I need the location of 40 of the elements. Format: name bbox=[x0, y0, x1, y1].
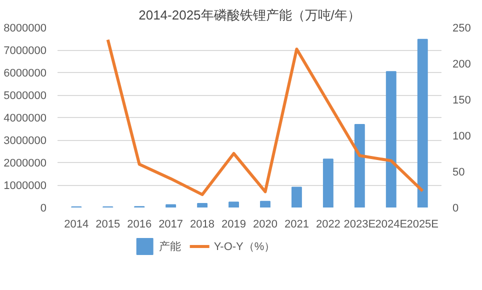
y2-tick-label: 0 bbox=[452, 202, 459, 214]
y-tick-label: 2000000 bbox=[4, 158, 47, 170]
bar bbox=[354, 124, 365, 208]
bar bbox=[197, 202, 208, 208]
bar bbox=[417, 38, 428, 208]
x-tick-label: 2015 bbox=[96, 218, 120, 230]
y2-tick-label: 200 bbox=[452, 58, 471, 70]
x-tick-label: 2014 bbox=[64, 218, 89, 230]
y-tick-label: 1000000 bbox=[4, 180, 47, 192]
x-tick-label: 2017 bbox=[158, 218, 184, 230]
y-tick-label: 3000000 bbox=[4, 135, 47, 147]
bar bbox=[260, 200, 270, 208]
bar bbox=[386, 71, 396, 208]
y2-tick-label: 250 bbox=[452, 22, 471, 34]
y2-tick-label: 150 bbox=[452, 94, 471, 106]
legend-label: Y-O-Y（%） bbox=[214, 240, 276, 254]
bar bbox=[322, 158, 334, 208]
x-tick-label: 2024E bbox=[375, 218, 408, 230]
legend-label: 产能 bbox=[158, 240, 181, 254]
x-tick-label: 2019 bbox=[222, 218, 246, 230]
x-tick-label: 2018 bbox=[190, 218, 215, 230]
chart-title: 2014-2025年磷酸铁锂产能（万吨/年） bbox=[138, 8, 360, 22]
line-series bbox=[106, 38, 424, 196]
y-tick-label: 4000000 bbox=[4, 112, 47, 124]
bar bbox=[228, 202, 239, 208]
x-tick-label: 2016 bbox=[127, 218, 152, 230]
bar bbox=[291, 186, 302, 208]
x-tick-label: 2022 bbox=[316, 218, 340, 230]
y2-tick-label: 100 bbox=[452, 130, 471, 142]
x-tick-label: 2025E bbox=[406, 218, 439, 230]
y-tick-label: 6000000 bbox=[4, 68, 47, 80]
x-tick-label: 2023E bbox=[344, 218, 376, 230]
y2-tick-label: 50 bbox=[452, 166, 465, 178]
x-tick-label: 2021 bbox=[284, 218, 309, 230]
y-tick-label: 0 bbox=[40, 202, 47, 214]
y-tick-label: 5000000 bbox=[4, 90, 47, 102]
bar bbox=[166, 204, 176, 208]
y-tick-label: 8000000 bbox=[4, 22, 47, 34]
x-tick-label: 2020 bbox=[253, 218, 278, 230]
y-tick-label: 7000000 bbox=[4, 45, 47, 57]
